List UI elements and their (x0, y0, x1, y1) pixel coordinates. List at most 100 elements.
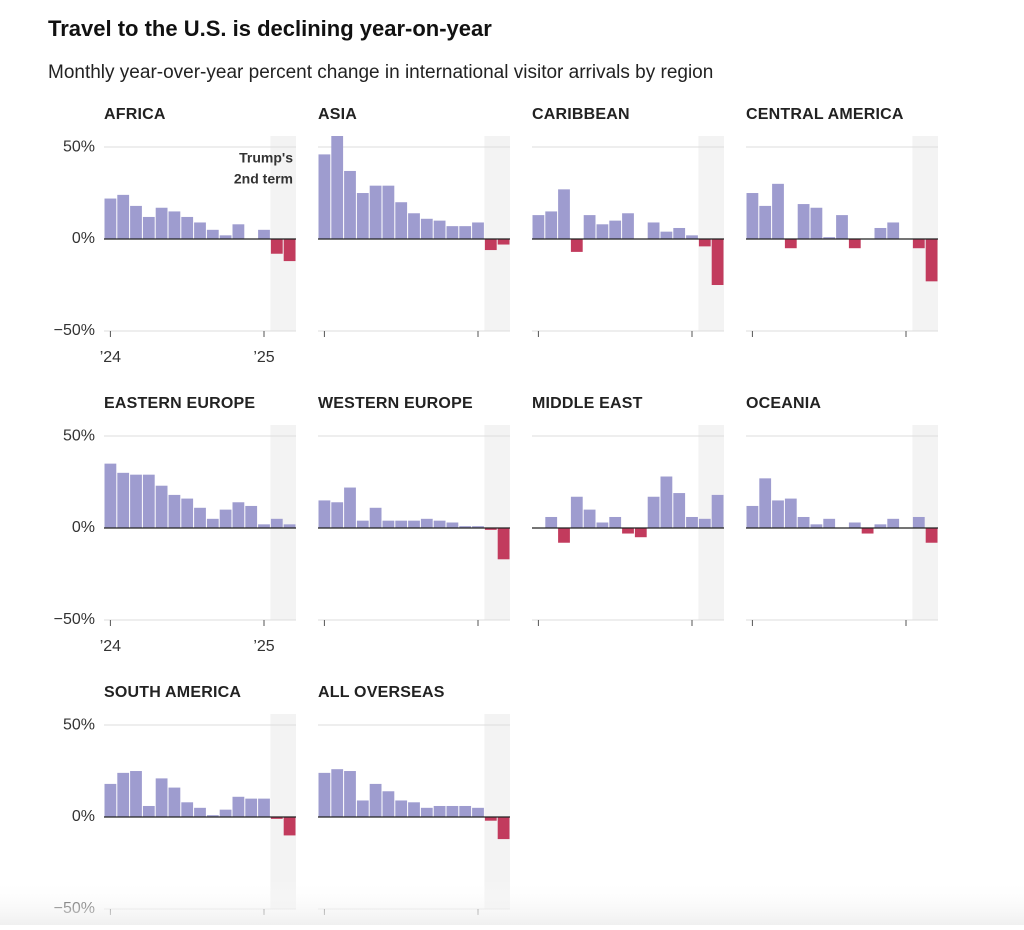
bar (472, 807, 484, 818)
bar (746, 193, 759, 240)
bar (609, 220, 622, 240)
annotation: 2nd term (234, 171, 293, 187)
bar (784, 498, 797, 529)
bar (609, 516, 622, 529)
y-tick-label: 50% (63, 716, 95, 733)
bar (570, 239, 583, 252)
bar (848, 522, 861, 529)
bar (258, 229, 270, 240)
bar (472, 526, 484, 529)
bar (104, 198, 117, 240)
bar (823, 518, 836, 529)
bar (130, 474, 142, 529)
bar (194, 507, 206, 529)
bar (558, 189, 570, 240)
bar (583, 509, 596, 529)
bar (283, 524, 296, 529)
bar (797, 204, 810, 240)
highlight-region (912, 136, 938, 331)
bar (117, 194, 130, 240)
bar (497, 239, 510, 245)
bar (117, 472, 130, 529)
bar (318, 154, 331, 240)
bar (622, 213, 634, 240)
bar (270, 817, 283, 819)
bar (258, 798, 270, 818)
bar (142, 216, 155, 240)
bar (168, 787, 181, 818)
bar (874, 524, 887, 529)
bar (810, 207, 823, 240)
highlight-region (484, 425, 510, 620)
bar (673, 493, 686, 529)
bar (912, 239, 925, 249)
bar (484, 528, 497, 530)
bar (874, 227, 887, 240)
bar (258, 524, 270, 529)
bar (142, 474, 155, 529)
bar (925, 239, 938, 282)
bar (104, 463, 117, 529)
y-tick-label: −50% (54, 322, 95, 339)
bar (130, 771, 142, 818)
bar (245, 505, 258, 529)
bar (395, 800, 408, 818)
bar (395, 520, 408, 529)
bar (484, 239, 497, 251)
bar (232, 796, 245, 818)
bar (331, 502, 344, 529)
bar (446, 226, 459, 240)
bar (848, 239, 861, 249)
y-tick-label: 0% (72, 808, 95, 825)
bar (433, 805, 446, 818)
bar (395, 202, 408, 240)
bar (686, 516, 698, 529)
bar (446, 522, 459, 529)
y-tick-label: 0% (72, 230, 95, 247)
bar (331, 769, 344, 818)
bottom-fade (0, 880, 1024, 925)
bar (583, 215, 596, 240)
bar (497, 817, 510, 840)
panel-title: CARIBBEAN (532, 106, 630, 123)
bar (772, 500, 784, 529)
bar (283, 239, 296, 262)
bar (206, 815, 219, 818)
bar (622, 528, 634, 534)
bar (369, 185, 382, 240)
bar (318, 500, 331, 529)
bar (797, 516, 810, 529)
bar (117, 772, 130, 818)
bar (283, 817, 296, 836)
annotation: Trump's (239, 150, 293, 166)
bar (194, 807, 206, 818)
bar (660, 476, 673, 529)
bar (634, 528, 647, 538)
bar (459, 226, 472, 240)
bar (331, 136, 344, 240)
bar (647, 222, 660, 240)
bar (219, 509, 232, 529)
x-tick-label: ’25 (253, 638, 274, 655)
bar (545, 516, 558, 529)
bar (408, 520, 420, 529)
x-tick-label: ’24 (100, 349, 121, 366)
bar (130, 205, 142, 240)
panel-title: ALL OVERSEAS (318, 684, 445, 701)
bar (382, 185, 395, 240)
bar (232, 224, 245, 240)
bar (836, 215, 848, 240)
bar (759, 205, 772, 240)
highlight-region (484, 714, 510, 909)
bar (433, 520, 446, 529)
chart-subtitle: Monthly year-over-year percent change in… (48, 62, 713, 83)
bar (318, 772, 331, 818)
x-tick-label: ’25 (253, 349, 274, 366)
panel-title: SOUTH AMERICA (104, 684, 241, 701)
bar (181, 498, 194, 529)
highlight-region (270, 136, 296, 331)
bar (408, 213, 420, 240)
bar (219, 809, 232, 818)
bar (912, 516, 925, 529)
